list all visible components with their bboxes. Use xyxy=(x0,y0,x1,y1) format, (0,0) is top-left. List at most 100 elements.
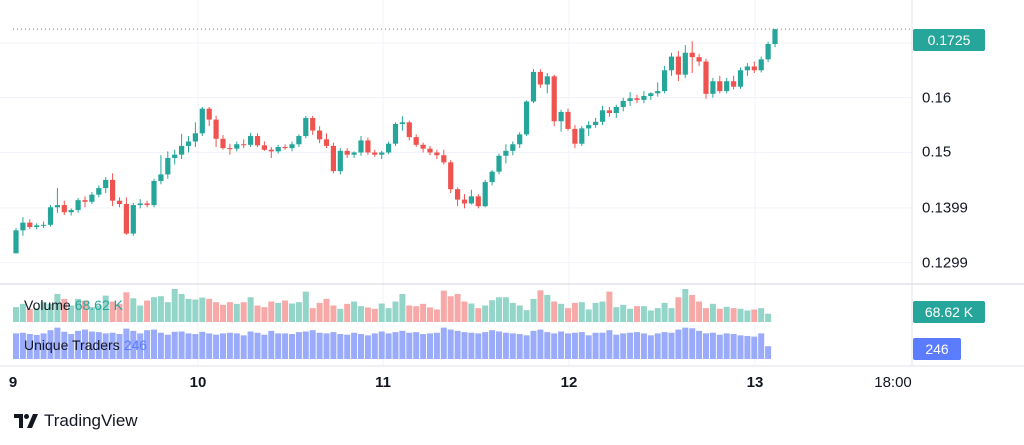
candle-body[interactable] xyxy=(165,157,171,175)
volume-bar[interactable] xyxy=(206,298,213,322)
traders-bar[interactable] xyxy=(240,335,247,359)
volume-bar[interactable] xyxy=(82,300,88,322)
volume-bar[interactable] xyxy=(530,298,537,322)
candle-body[interactable] xyxy=(358,140,364,153)
traders-bar[interactable] xyxy=(571,332,578,359)
volume-bar[interactable] xyxy=(247,297,254,322)
volume-bar[interactable] xyxy=(88,307,95,322)
candle-body[interactable] xyxy=(496,155,502,172)
traders-bar[interactable] xyxy=(399,330,406,359)
traders-bar[interactable] xyxy=(551,333,558,359)
traders-bar[interactable] xyxy=(703,333,709,359)
traders-bar[interactable] xyxy=(309,330,316,359)
traders-bar[interactable] xyxy=(585,335,592,359)
traders-bar[interactable] xyxy=(68,334,75,359)
traders-bar[interactable] xyxy=(295,332,302,359)
candle-body[interactable] xyxy=(648,93,654,97)
candle-body[interactable] xyxy=(275,147,281,152)
volume-bar[interactable] xyxy=(392,301,399,322)
traders-bar[interactable] xyxy=(696,330,703,359)
volume-bar[interactable] xyxy=(282,300,289,322)
candle-body[interactable] xyxy=(68,210,74,213)
volume-bar[interactable] xyxy=(737,308,744,322)
traders-bar[interactable] xyxy=(751,336,758,359)
traders-bar[interactable] xyxy=(454,330,461,359)
candle-body[interactable] xyxy=(503,150,509,156)
volume-bar[interactable] xyxy=(378,303,385,322)
volume-bar[interactable] xyxy=(240,302,247,322)
traders-bar[interactable] xyxy=(420,334,427,359)
traders-bar[interactable] xyxy=(537,329,544,359)
volume-bar[interactable] xyxy=(178,293,185,322)
candle-body[interactable] xyxy=(172,154,178,158)
volume-bar[interactable] xyxy=(289,303,295,322)
traders-bar[interactable] xyxy=(413,332,420,359)
candle-body[interactable] xyxy=(330,145,336,172)
traders-bar[interactable] xyxy=(509,333,516,359)
candle-body[interactable] xyxy=(220,138,226,149)
traders-bar[interactable] xyxy=(157,332,164,359)
traders-bar[interactable] xyxy=(344,334,351,359)
volume-bar[interactable] xyxy=(433,309,440,322)
volume-bar[interactable] xyxy=(344,303,351,322)
volume-bar[interactable] xyxy=(585,309,592,322)
volume-bar[interactable] xyxy=(502,297,509,322)
traders-bar[interactable] xyxy=(247,331,254,359)
volume-bar[interactable] xyxy=(558,303,565,322)
volume-bar[interactable] xyxy=(351,301,358,322)
volume-bar[interactable] xyxy=(137,305,144,323)
traders-bar[interactable] xyxy=(323,333,330,359)
candle-body[interactable] xyxy=(468,196,474,204)
candle-body[interactable] xyxy=(420,144,426,149)
candle-body[interactable] xyxy=(392,123,399,144)
candle-body[interactable] xyxy=(27,222,33,228)
traders-bar[interactable] xyxy=(337,334,344,359)
candle-body[interactable] xyxy=(261,145,267,150)
volume-bar[interactable] xyxy=(192,299,199,322)
volume-bar[interactable] xyxy=(620,304,627,322)
traders-bar[interactable] xyxy=(82,329,88,359)
traders-bar[interactable] xyxy=(54,327,61,359)
traders-bar[interactable] xyxy=(13,333,19,359)
traders-bar[interactable] xyxy=(192,334,199,359)
traders-bar[interactable] xyxy=(592,332,599,359)
volume-bar[interactable] xyxy=(364,307,371,322)
candle-body[interactable] xyxy=(613,106,619,114)
volume-bar[interactable] xyxy=(330,305,337,323)
candle-body[interactable] xyxy=(558,111,564,122)
candle-body[interactable] xyxy=(344,150,350,155)
volume-bar[interactable] xyxy=(578,302,585,322)
traders-bar[interactable] xyxy=(33,335,40,359)
volume-bar[interactable] xyxy=(171,289,178,322)
volume-bar[interactable] xyxy=(668,308,675,322)
traders-bar[interactable] xyxy=(578,332,585,359)
traders-bar[interactable] xyxy=(185,333,192,359)
traders-bar[interactable] xyxy=(668,332,675,359)
traders-bar[interactable] xyxy=(61,331,68,359)
traders-bar[interactable] xyxy=(261,334,268,359)
traders-bar[interactable] xyxy=(516,334,523,359)
volume-bar[interactable] xyxy=(496,297,502,322)
candle-body[interactable] xyxy=(655,91,661,94)
traders-bar[interactable] xyxy=(371,333,378,359)
volume-bar[interactable] xyxy=(482,305,489,323)
candle-body[interactable] xyxy=(565,111,571,129)
volume-bar[interactable] xyxy=(758,308,765,322)
volume-bar[interactable] xyxy=(213,302,220,322)
candle-body[interactable] xyxy=(724,81,730,92)
candle-body[interactable] xyxy=(123,203,129,234)
candle-body[interactable] xyxy=(192,133,198,142)
traders-bar[interactable] xyxy=(433,332,440,359)
traders-bar[interactable] xyxy=(447,329,454,359)
traders-bar[interactable] xyxy=(385,333,392,359)
volume-bar[interactable] xyxy=(406,305,413,323)
candle-body[interactable] xyxy=(248,136,254,145)
volume-bar[interactable] xyxy=(544,294,551,322)
traders-bar[interactable] xyxy=(482,332,489,359)
volume-bar[interactable] xyxy=(295,302,302,322)
candle-body[interactable] xyxy=(682,52,688,75)
volume-bar[interactable] xyxy=(427,307,433,322)
traders-bar[interactable] xyxy=(606,330,613,359)
volume-bar[interactable] xyxy=(19,303,26,322)
volume-bar[interactable] xyxy=(716,308,723,322)
